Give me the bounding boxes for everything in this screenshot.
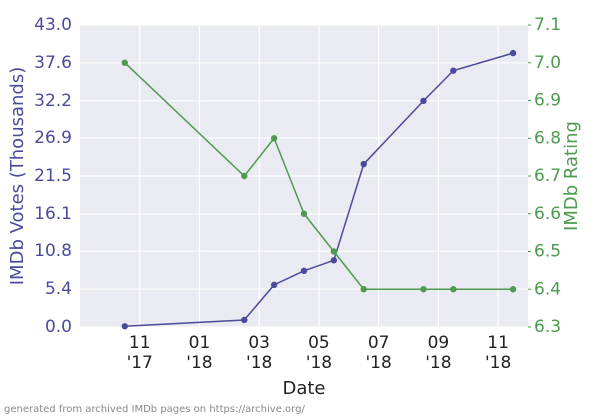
y-tick-label: 26.9: [34, 128, 72, 148]
x-tick-label: 09 '18: [425, 333, 452, 373]
y2-tick-label: 6.9: [534, 91, 561, 111]
data-point: [241, 316, 248, 324]
data-point: [450, 67, 457, 74]
y2-tick-label: 6.6: [534, 204, 561, 224]
y2-tick-label: 6.4: [534, 279, 561, 299]
data-point: [270, 135, 278, 142]
y2-tick-label: 7.0: [534, 53, 561, 73]
data-point: [420, 286, 427, 293]
y2-tick-label: 7.1: [534, 15, 561, 35]
y-tick-label: 43.0: [34, 15, 72, 35]
data-point: [509, 286, 517, 293]
data-point: [509, 49, 517, 57]
data-point: [300, 210, 308, 217]
y-tick-label: 5.4: [45, 279, 72, 299]
data-point: [420, 97, 427, 105]
y-tick-label: 32.2: [34, 91, 72, 111]
x-tick-label: 11 '18: [484, 333, 512, 373]
data-point: [360, 160, 367, 168]
data-point: [330, 248, 338, 255]
y-tick-label: 16.1: [34, 204, 72, 224]
x-tick-label: 07 '18: [365, 333, 392, 373]
y2-tick-label: 6.5: [534, 242, 561, 262]
data-point: [330, 257, 338, 264]
data-point: [300, 267, 308, 275]
y-tick-label: 0.0: [45, 317, 72, 337]
x-tick-label: 05 '18: [305, 333, 333, 373]
data-point: [121, 323, 128, 330]
data-point: [360, 286, 367, 293]
y-axis-label: IMDb Votes (Thousands): [7, 67, 28, 286]
data-point: [270, 281, 278, 289]
x-axis-label: Date: [282, 378, 326, 399]
y-tick-label: 10.8: [34, 241, 72, 261]
data-point: [241, 172, 248, 180]
y-tick-label: 21.5: [34, 166, 72, 186]
y2-axis-label: IMDb Rating: [561, 121, 582, 231]
y2-tick-label: 6.7: [534, 166, 561, 186]
footnote: generated from archived IMDb pages on ht…: [4, 404, 305, 415]
y2-tick-label: 6.3: [534, 317, 561, 337]
y2-tick-label: 6.8: [534, 128, 561, 148]
data-point: [450, 286, 457, 293]
x-tick-label: 03 '18: [246, 333, 273, 373]
y-tick-label: 37.6: [34, 53, 72, 73]
data-point: [121, 59, 128, 66]
x-tick-label: 11 '17: [126, 333, 153, 373]
x-tick-label: 01 '18: [186, 333, 213, 373]
